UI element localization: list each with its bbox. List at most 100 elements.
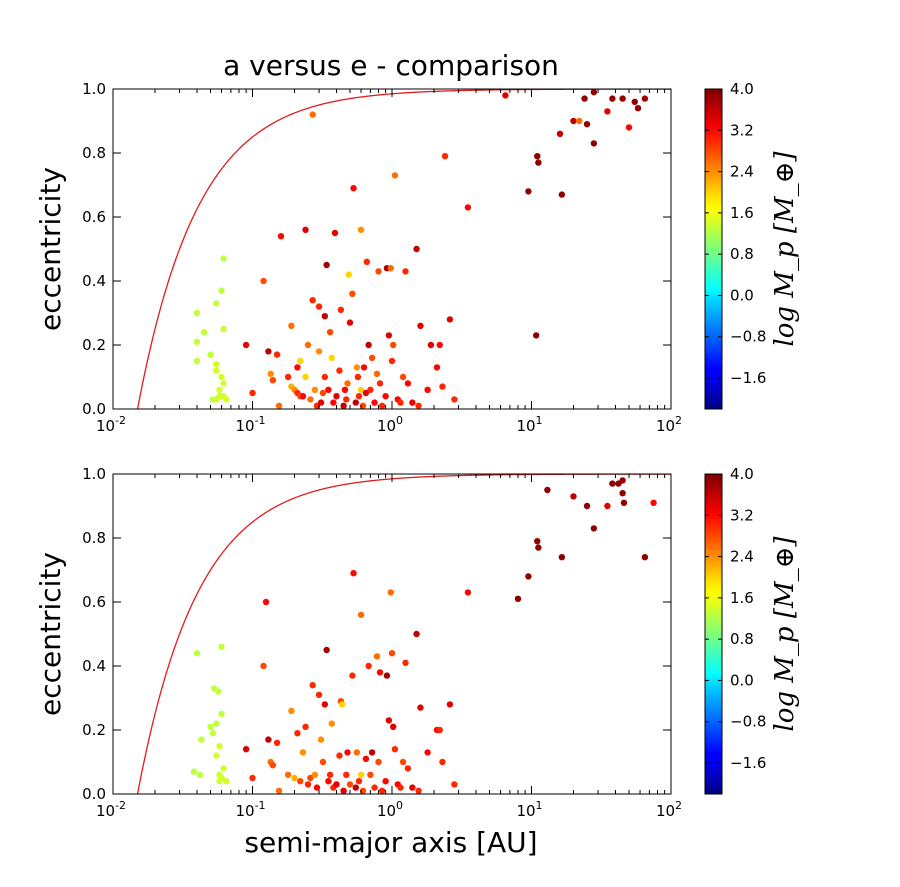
data-point bbox=[346, 781, 354, 788]
data-point bbox=[343, 771, 350, 778]
data-point bbox=[583, 502, 591, 510]
data-point bbox=[326, 329, 334, 336]
data-point bbox=[220, 325, 227, 333]
data-point bbox=[439, 758, 446, 766]
data-point bbox=[307, 774, 314, 782]
data-point bbox=[634, 105, 642, 112]
data-point bbox=[367, 771, 374, 778]
data-point bbox=[321, 701, 329, 708]
data-point bbox=[583, 121, 591, 128]
data-point bbox=[357, 386, 365, 393]
data-point bbox=[309, 297, 316, 304]
data-point bbox=[216, 742, 223, 750]
data-point bbox=[590, 89, 598, 96]
data-point bbox=[336, 752, 343, 759]
data-point bbox=[273, 739, 281, 746]
data-point bbox=[619, 490, 626, 497]
data-point bbox=[350, 570, 357, 577]
data-point bbox=[304, 341, 312, 349]
y-tick-label: 0.6 bbox=[82, 593, 106, 611]
data-point bbox=[409, 399, 416, 406]
data-point bbox=[284, 771, 292, 778]
data-point bbox=[319, 389, 327, 397]
data-point bbox=[337, 306, 345, 313]
data-point bbox=[352, 784, 359, 791]
x-tick-exponent: -1 bbox=[255, 414, 266, 427]
data-point bbox=[590, 525, 598, 532]
colorbar-tick-label: −0.8 bbox=[730, 328, 766, 346]
data-point bbox=[331, 229, 339, 237]
data-point bbox=[317, 736, 325, 743]
data-point bbox=[631, 98, 638, 106]
data-point bbox=[340, 787, 347, 794]
data-point bbox=[413, 630, 420, 638]
data-point bbox=[363, 258, 371, 265]
data-point bbox=[321, 373, 329, 381]
colorbar-tick-label: 1.6 bbox=[730, 589, 754, 607]
data-point bbox=[397, 784, 404, 791]
data-point bbox=[590, 140, 598, 147]
y-tick-label: 0.6 bbox=[82, 208, 106, 226]
data-point bbox=[402, 659, 409, 666]
data-point bbox=[352, 399, 359, 406]
x-tick-exponent: 2 bbox=[675, 414, 682, 427]
data-point bbox=[620, 499, 628, 506]
data-point bbox=[349, 290, 356, 297]
panel-bottom: 10-2 10-1 100 101 1020.00.20.40.60.81.0eccen… bbox=[34, 465, 800, 820]
data-point bbox=[404, 380, 412, 387]
data-point bbox=[556, 130, 564, 137]
data-point bbox=[534, 538, 541, 545]
data-point bbox=[309, 111, 316, 118]
data-point bbox=[213, 720, 220, 727]
data-point bbox=[213, 300, 220, 307]
data-point bbox=[330, 399, 337, 406]
data-point bbox=[436, 341, 443, 349]
data-point bbox=[275, 787, 283, 794]
data-point bbox=[619, 477, 626, 484]
data-point bbox=[397, 399, 404, 406]
data-point bbox=[196, 771, 204, 778]
data-point bbox=[619, 95, 626, 102]
colorbar-tick-label: 3.2 bbox=[730, 506, 754, 524]
data-point bbox=[193, 357, 201, 365]
data-point bbox=[321, 313, 329, 320]
data-point bbox=[302, 373, 309, 381]
data-point bbox=[260, 277, 267, 285]
data-point bbox=[302, 226, 309, 233]
data-point bbox=[362, 389, 370, 397]
data-point bbox=[315, 303, 323, 310]
colorbar-tick-label: 0.8 bbox=[730, 630, 754, 648]
data-point bbox=[535, 544, 542, 551]
data-point bbox=[382, 778, 389, 785]
data-point bbox=[544, 486, 551, 494]
data-point bbox=[299, 393, 307, 400]
data-point bbox=[353, 364, 361, 371]
data-point bbox=[609, 95, 616, 102]
y-tick-label: 1.0 bbox=[82, 80, 106, 98]
data-point bbox=[355, 393, 363, 400]
data-point bbox=[376, 669, 384, 676]
panels: 10-2 10-1 100 101 1020.00.20.40.60.81.0eccen… bbox=[34, 80, 800, 820]
colorbar bbox=[704, 88, 723, 410]
data-point bbox=[265, 736, 272, 743]
colorbar bbox=[704, 473, 723, 795]
data-point bbox=[193, 650, 201, 657]
colorbar-tick-label: 2.4 bbox=[730, 548, 754, 566]
data-point bbox=[323, 261, 330, 269]
data-point bbox=[604, 502, 611, 510]
data-point bbox=[385, 332, 393, 339]
colorbar-tick-label: 2.4 bbox=[730, 163, 754, 181]
data-point bbox=[288, 707, 295, 714]
data-point bbox=[404, 765, 412, 772]
data-point bbox=[336, 367, 343, 374]
colorbar-label: log M_p [M_⊕] bbox=[770, 536, 800, 732]
data-point bbox=[360, 364, 368, 371]
data-point bbox=[343, 396, 350, 403]
data-point bbox=[365, 662, 372, 670]
y-axis-label: eccentricity bbox=[34, 552, 67, 716]
x-tick-exponent: 1 bbox=[536, 799, 543, 812]
data-point bbox=[570, 493, 577, 500]
data-point bbox=[291, 774, 298, 782]
data-point bbox=[190, 768, 198, 775]
